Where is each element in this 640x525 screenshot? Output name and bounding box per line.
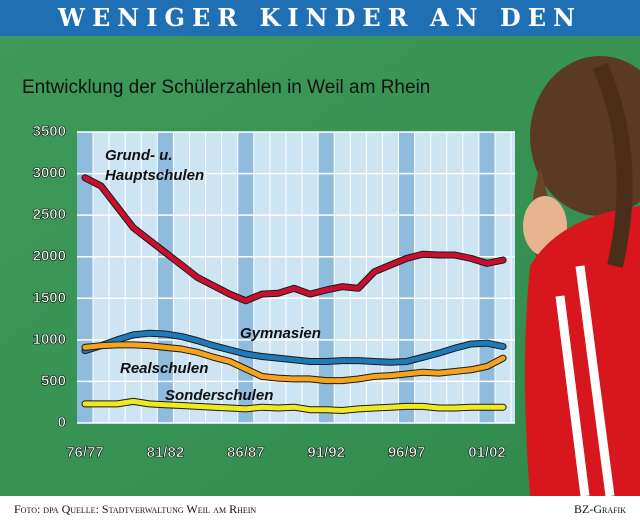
x-tick-label: 81/82 [147,444,185,461]
series-label: Sonderschulen [165,387,274,404]
y-tick-label: 3000 [33,165,66,182]
x-tick-label: 86/87 [227,444,265,461]
y-tick-label: 0 [58,414,66,431]
y-tick-label: 1000 [33,331,66,348]
y-tick-label: 2500 [33,206,66,223]
photo-girl [523,56,640,496]
x-tick-label: 91/92 [307,444,345,461]
series-label: Gymnasien [240,325,321,342]
x-tick-label: 01/02 [468,444,506,461]
series-label-box: Sonderschulen [165,387,274,404]
chart: Entwicklung der Schülerzahlen in Weil am… [0,36,640,496]
series-label: Grund- u. Hauptschulen [105,147,205,184]
series-line [82,175,506,304]
stripe [398,132,415,423]
stripe [479,132,495,423]
banner-title: WENIGER KINDER AN DEN SCHULEN [0,0,640,68]
x-tick-label: 76/77 [66,444,104,461]
series-label-box: Realschulen [120,360,209,377]
series-line [82,398,506,414]
y-tick-label: 2000 [33,248,66,265]
series-line [82,330,506,365]
y-tick-label: 3500 [33,123,66,140]
x-tick-label: 96/97 [388,444,426,461]
credit: BZ-Grafik [574,502,626,516]
series-label-box: Grund- u. Hauptschulen [105,147,205,184]
y-tick-label: 1500 [33,289,66,306]
chart-subtitle: Entwicklung der Schülerzahlen in Weil am… [22,77,430,98]
series-line [82,342,506,384]
source: Foto: dpa Quelle: Stadtverwaltung Weil a… [14,502,257,516]
y-tick-label: 500 [41,372,66,389]
stripe [318,132,335,423]
series-label: Realschulen [120,360,209,377]
series-label-box: Gymnasien [240,325,321,342]
